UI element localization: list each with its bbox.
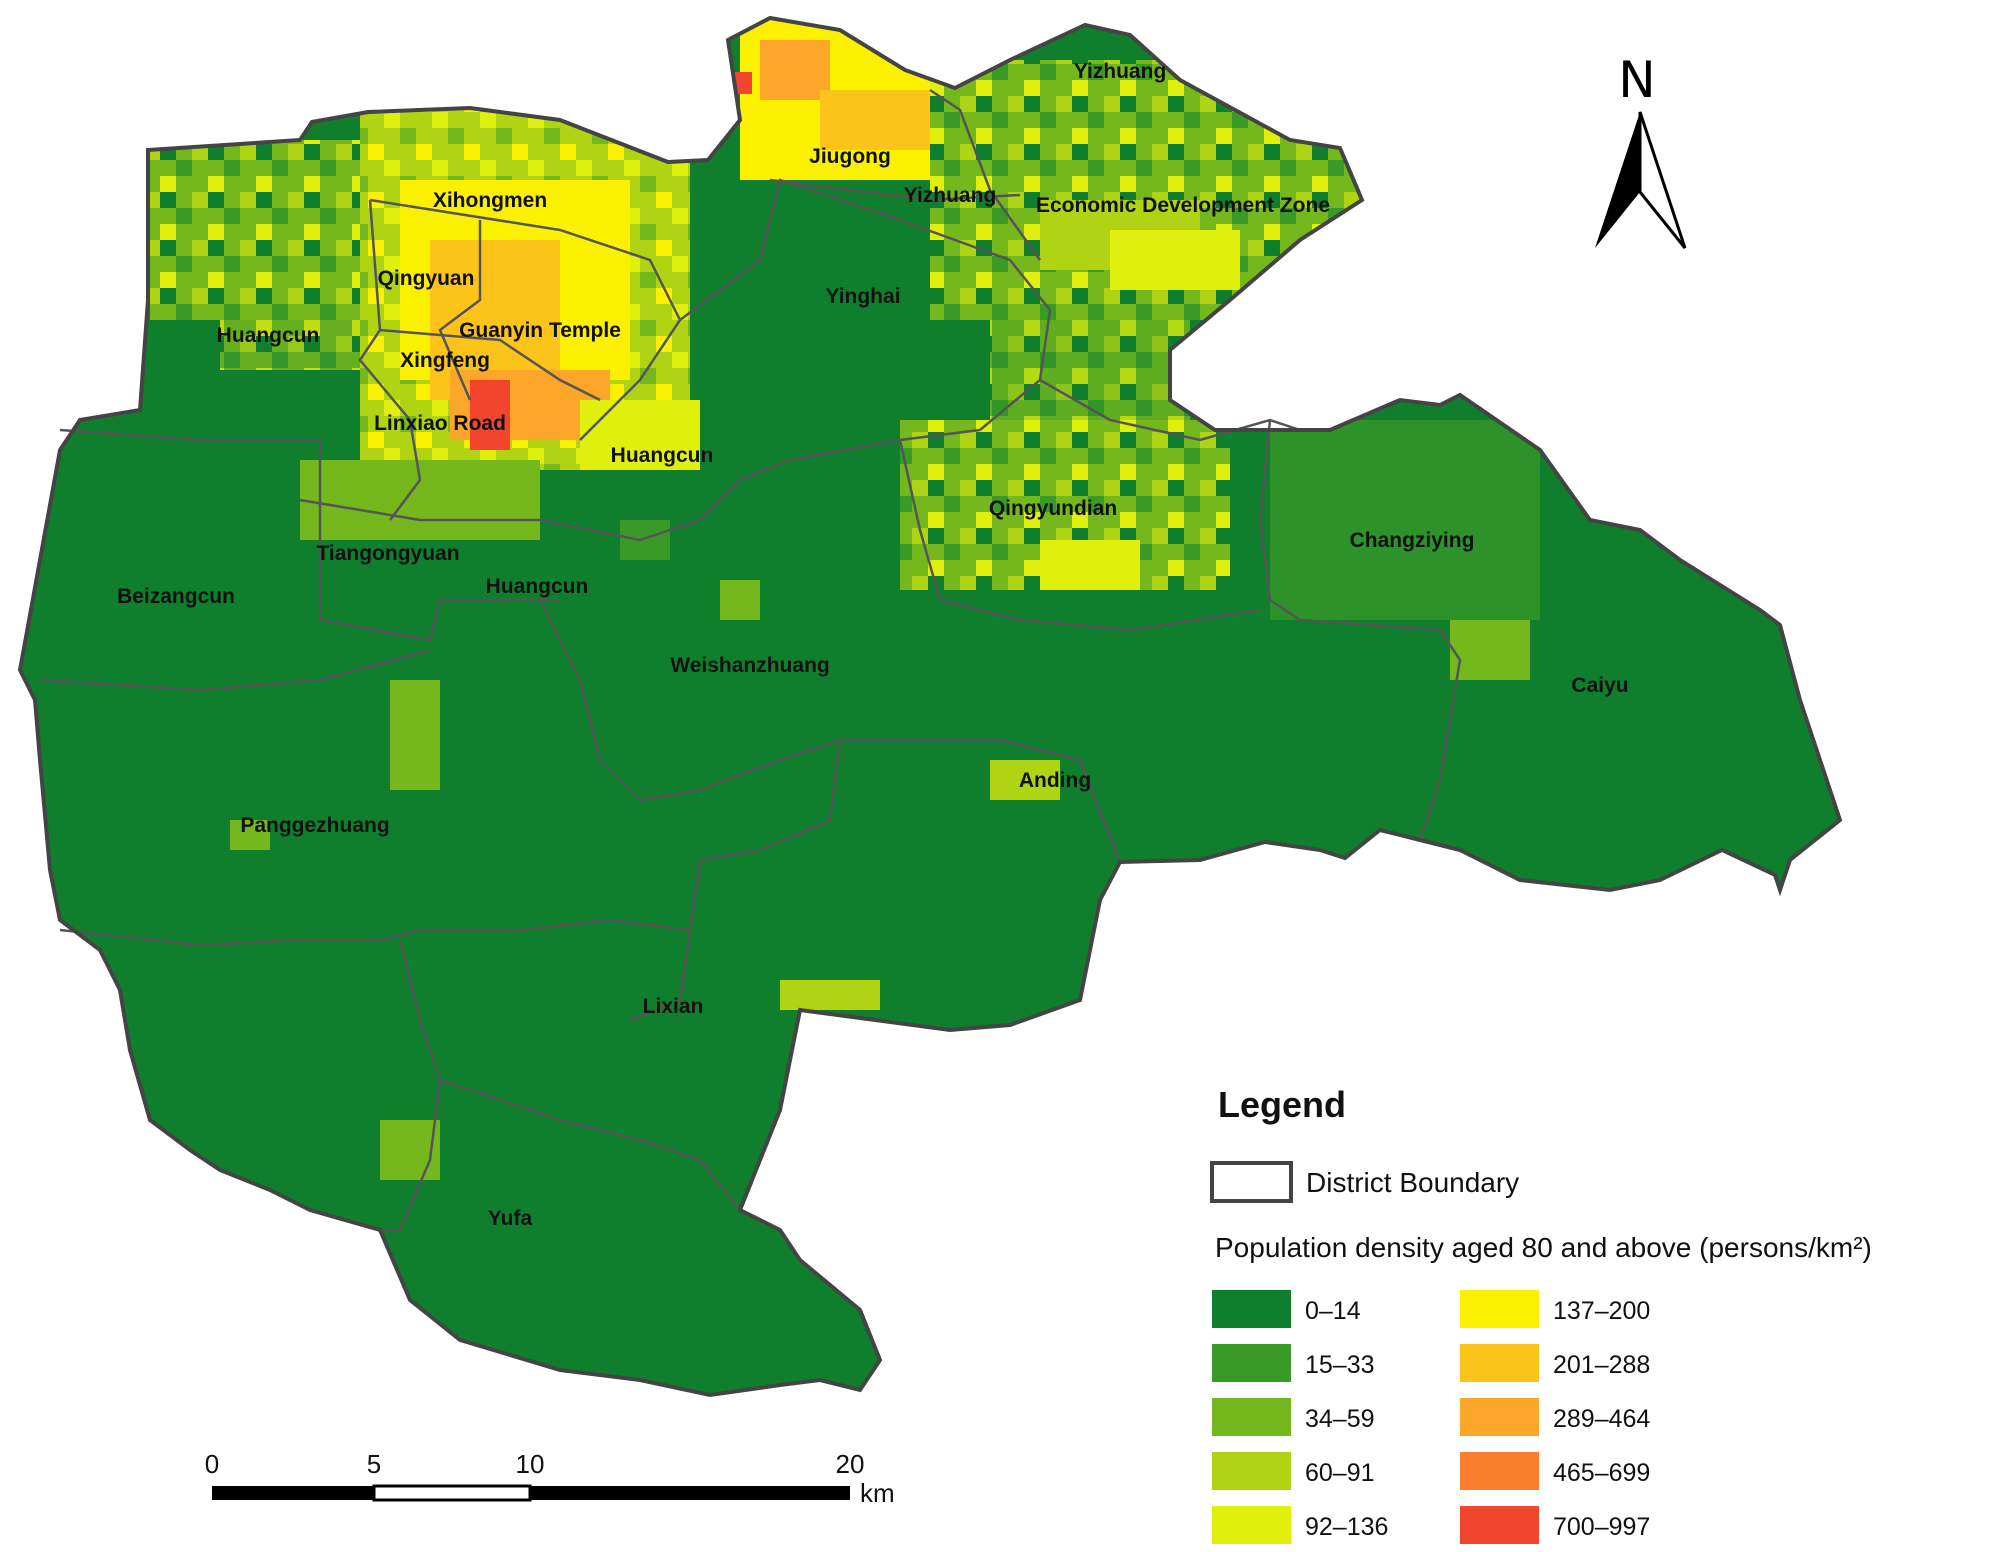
label-xihongmen: Xihongmen [433, 189, 547, 212]
north-arrow-left-half [1595, 112, 1640, 248]
scale-tick-5: 5 [367, 1449, 381, 1479]
legend-swatch-3 [1212, 1398, 1291, 1436]
label-changziying: Changziying [1350, 529, 1475, 552]
label-xingfeng: Xingfeng [400, 349, 490, 372]
legend-swatch-2 [1212, 1344, 1291, 1382]
scale-tick-0: 0 [205, 1449, 219, 1479]
legend-swatch-8 [1460, 1398, 1539, 1436]
label-anding: Anding [1019, 769, 1091, 792]
district-outline [17, 15, 1843, 1398]
scale-segment-2 [372, 1484, 532, 1502]
legend-class-label-10: 700–997 [1553, 1513, 1650, 1541]
label-beizangcun: Beizangcun [117, 585, 235, 608]
legend-class-label-4: 60–91 [1305, 1459, 1375, 1487]
scale-tick-10: 10 [516, 1449, 545, 1479]
legend-swatch-1 [1212, 1290, 1291, 1328]
north-arrow: N [1595, 51, 1687, 249]
town-labels: Yizhuang Jiugong Yizhuang Economic Devel… [117, 60, 1629, 1230]
label-tiangongyuan: Tiangongyuan [316, 542, 459, 565]
label-huangcun-south: Huangcun [486, 575, 589, 598]
label-huangcun-west: Huangcun [217, 324, 320, 347]
scale-unit: km [860, 1478, 895, 1508]
legend-swatch-5 [1212, 1506, 1291, 1544]
label-huangcun-east: Huangcun [611, 444, 714, 467]
legend-class-label-3: 34–59 [1305, 1405, 1375, 1433]
legend-classes: 0–14 15–33 34–59 60–91 92–136 137–200 201–288 2… [1212, 1290, 1650, 1544]
township-boundaries [39, 88, 1462, 1232]
label-yizhuang-north: Yizhuang [1074, 60, 1167, 83]
label-yizhuang: Yizhuang [904, 184, 997, 207]
label-qingyuan: Qingyuan [378, 267, 475, 290]
label-lixian: Lixian [643, 995, 704, 1018]
label-caiyu: Caiyu [1571, 674, 1628, 697]
label-qingyundian: Qingyundian [989, 497, 1117, 520]
legend-class-label-1: 0–14 [1305, 1297, 1361, 1325]
legend-swatch-4 [1212, 1452, 1291, 1490]
legend-swatch-10 [1460, 1506, 1539, 1544]
boundary-swatch [1210, 1161, 1293, 1203]
scale-segment-1 [212, 1486, 374, 1500]
legend-swatch-7 [1460, 1344, 1539, 1382]
label-linxiao-road: Linxiao Road [374, 412, 506, 435]
legend-title: Legend [1218, 1084, 1346, 1125]
legend-class-label-5: 92–136 [1305, 1513, 1388, 1541]
scale-bar: 0 5 10 20 km [205, 1449, 895, 1508]
scale-tick-20: 20 [836, 1449, 865, 1479]
legend-class-label-6: 137–200 [1553, 1297, 1650, 1325]
label-yufa: Yufa [488, 1207, 533, 1230]
boundary-label: District Boundary [1306, 1167, 1519, 1198]
label-panggezhuang: Panggezhuang [240, 814, 389, 837]
label-yinghai: Yinghai [825, 285, 900, 308]
density-raster [20, 18, 1840, 1395]
legend-class-label-8: 289–464 [1553, 1405, 1650, 1433]
legend: Legend District Boundary Population dens… [1210, 1084, 1872, 1544]
label-jiugong: Jiugong [809, 145, 891, 168]
legend-swatch-6 [1460, 1290, 1539, 1328]
legend-swatch-9 [1460, 1452, 1539, 1490]
north-label: N [1618, 51, 1655, 109]
legend-class-label-7: 201–288 [1553, 1351, 1650, 1379]
label-guanyin-temple: Guanyin Temple [459, 319, 621, 342]
north-arrow-right-half [1638, 111, 1687, 249]
density-title: Population density aged 80 and above (pe… [1215, 1232, 1872, 1263]
scale-segment-3 [530, 1486, 850, 1500]
label-economic-development-zone: Economic Development Zone [1036, 194, 1330, 217]
legend-class-label-2: 15–33 [1305, 1351, 1375, 1379]
legend-class-label-9: 465–699 [1553, 1459, 1650, 1487]
label-weishanzhuang: Weishanzhuang [670, 654, 829, 677]
